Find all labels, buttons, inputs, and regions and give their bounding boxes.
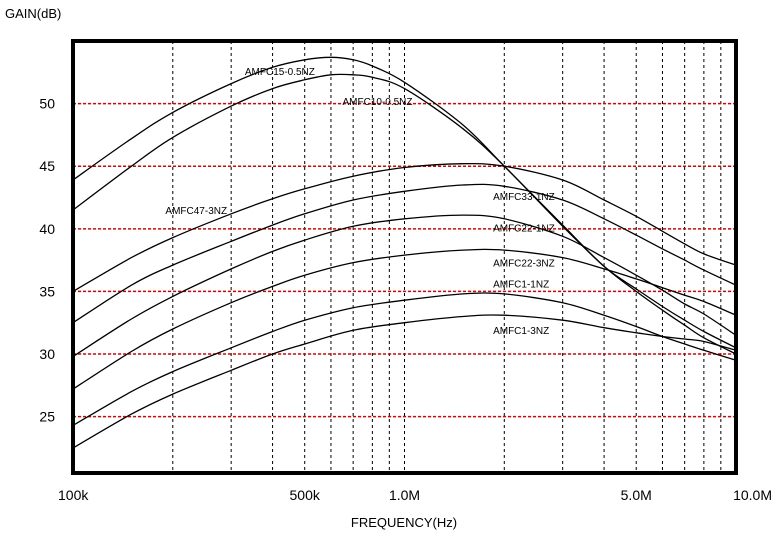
series-label: AMFC10-0.5NZ <box>342 97 412 108</box>
series-label: AMFC33-1NZ <box>493 192 555 203</box>
series-label: AMFC22-3NZ <box>493 258 555 269</box>
series-label: AMFC22-1NZ <box>493 223 555 234</box>
x-tick-label: 10.0M <box>733 487 772 503</box>
series-line-amfc33-1nz <box>72 183 737 324</box>
series-line-amfc1-3nz <box>72 314 737 449</box>
series-lines <box>72 56 737 449</box>
series-line-amfc1-1nz <box>72 292 737 426</box>
series-line-amfc22-1nz <box>72 214 737 358</box>
y-axis-title: GAIN(dB) <box>5 6 61 21</box>
series-line-amfc47-3nz <box>72 162 737 292</box>
series-label: AMFC1-1NZ <box>493 280 549 291</box>
series-label: AMFC1-3NZ <box>493 326 549 337</box>
x-tick-label: 100k <box>58 487 89 503</box>
x-tick-label: 5.0M <box>621 487 652 503</box>
y-tick-label: 40 <box>39 221 55 237</box>
series-label: AMFC15-0.5NZ <box>245 67 315 78</box>
y-tick-label: 45 <box>39 158 55 174</box>
tick-labels: 25 30 35 40 45 50 100k 500k 1.0M 5.0M 10.0M <box>39 96 772 503</box>
y-tick-label: 25 <box>39 409 55 425</box>
x-tick-label: 1.0M <box>389 487 420 503</box>
plot-frame <box>71 39 738 475</box>
series-line-amfc22-3nz <box>72 248 737 390</box>
series-labels: AMFC15-0.5NZ AMFC10-0.5NZ AMFC47-3NZ AMFC33… <box>165 67 554 337</box>
series-line-amfc15-0.5nz <box>72 56 737 349</box>
x-tick-label: 500k <box>290 487 321 503</box>
y-tick-label: 35 <box>39 283 55 299</box>
y-tick-label: 30 <box>39 346 55 362</box>
series-label: AMFC47-3NZ <box>165 206 227 217</box>
x-axis-title: FREQUENCY(Hz) <box>351 515 457 530</box>
grid <box>73 41 736 473</box>
series-line-amfc10-0.5nz <box>72 73 737 355</box>
y-tick-label: 50 <box>39 96 55 112</box>
